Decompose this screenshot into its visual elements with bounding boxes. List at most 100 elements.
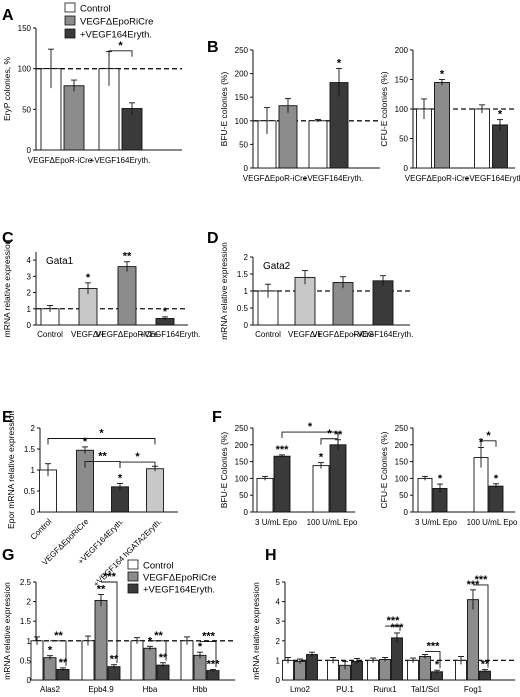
y-tick-label-d-4: 2 — [244, 253, 249, 262]
y-tick-label-d-1: 0.5 — [237, 304, 249, 313]
panel-label-h: H — [265, 547, 277, 564]
x-category-label-h-0: Lmo2 — [290, 685, 311, 694]
x-category-label-h-1: PU.1 — [336, 685, 354, 694]
y-axis-label-b: BFU-E colonies (%) — [219, 72, 229, 147]
y-tick-label-b2-4: 200 — [395, 46, 409, 55]
legendG-label-1: VEGFΔEpoRiCre — [143, 573, 216, 584]
y-tick-label-h-4: 4 — [276, 598, 281, 607]
chart-c: 0 1 2 3 4 mRNA relative expression Gata1 Contro… — [2, 239, 200, 339]
bar-g-11 — [206, 670, 220, 681]
y-tick-label-f-1: 50 — [239, 491, 248, 500]
y-tick-label-e-1: 0.5 — [24, 487, 36, 496]
y-tick-label-f-2: 100 — [235, 474, 249, 483]
bar-d-2 — [332, 282, 354, 326]
significance-mark-f2-2: * — [494, 473, 499, 485]
y-tick-label-a-3: 150 — [18, 24, 32, 33]
significance-mark-g-8: ** — [154, 630, 163, 642]
y-tick-label-g-4: 2 — [27, 598, 32, 607]
x-group-label-f-1: 100 U/mL Epo — [307, 518, 358, 527]
significance-mark-h-6: *** — [475, 574, 489, 586]
y-tick-label-d-0: 0 — [244, 321, 249, 330]
y-tick-label-e-4: 2 — [31, 424, 36, 433]
significance-mark-g-2: ** — [54, 630, 63, 642]
significance-mark-f-3: * — [327, 428, 332, 440]
significance-mark-c-1: ** — [123, 251, 132, 263]
y-tick-label-b2-0: 0 — [404, 164, 409, 173]
x-category-label-c-0: Control — [37, 330, 63, 339]
bar-f-0 — [256, 477, 274, 513]
bar-g-0 — [30, 640, 44, 681]
significance-mark-h-0: *** — [391, 622, 405, 634]
chart-f2: 0 50 100 150 200 250 CFU-E Colonies (%) 3 U/mL … — [379, 424, 518, 527]
y-tick-label-c-2: 2 — [27, 289, 32, 298]
y-tick-label-b-5: 250 — [235, 46, 249, 55]
x-category-label-h-4: Fog1 — [464, 685, 483, 694]
chart-title-c: Gata1 — [46, 256, 74, 267]
bar-e-2 — [111, 486, 129, 513]
y-tick-label-e-2: 1 — [31, 466, 36, 475]
panel-label-e: E — [2, 409, 13, 426]
significance-mark-g-7: ** — [159, 652, 168, 664]
bar-g-7 — [143, 647, 157, 681]
significance-mark-h-5: ** — [481, 659, 490, 671]
significance-mark-h-2: * — [435, 659, 440, 671]
bar-c-2 — [117, 266, 137, 326]
y-tick-label-f-3: 150 — [235, 458, 249, 467]
y-tick-label-b-2: 100 — [235, 117, 249, 126]
significance-bracket-h-1 — [385, 625, 401, 631]
bar-b-2 — [308, 120, 328, 169]
x-group-label-f2-0: 3 U/mL Epo — [415, 518, 457, 527]
bar-g-3 — [81, 640, 95, 681]
x-group-label-a-0: VEGFΔEpoR-iCre — [28, 156, 93, 165]
legendA-label-1: VEGFΔEpoRiCre — [80, 17, 153, 28]
y-tick-label-b-3: 150 — [235, 93, 249, 102]
y-axis-label-b2: CFU-E colonies (%) — [379, 71, 389, 146]
significance-bracket-g-5 — [101, 581, 118, 663]
chart-b2: 0 50 100 150 200 CFU-E colonies (%) VEGFΔEpoR-… — [379, 46, 520, 183]
y-tick-label-f-5: 250 — [235, 424, 249, 433]
significance-bracket-a-0 — [108, 50, 133, 57]
bar-b2-3 — [492, 124, 508, 169]
bar-h-9 — [407, 659, 419, 681]
y-tick-label-d-2: 1 — [244, 287, 249, 296]
y-tick-label-f2-5: 250 — [395, 424, 409, 433]
y-tick-label-f2-4: 200 — [395, 441, 409, 450]
x-category-label-d-0: Control — [255, 330, 281, 339]
significance-mark-g-3: ** — [97, 584, 106, 596]
significance-bracket-h-3 — [425, 651, 441, 669]
bar-a-1 — [63, 85, 85, 151]
y-tick-label-a-1: 50 — [22, 105, 31, 114]
y-tick-label-a-0: 0 — [27, 146, 32, 155]
y-tick-label-f2-0: 0 — [404, 508, 409, 517]
panel-label-a: A — [2, 7, 14, 24]
x-category-label-g-3: Hbb — [193, 685, 208, 694]
y-tick-label-b-4: 200 — [235, 70, 249, 79]
x-group-label-b2-0: VEGFΔEpoR-iCre — [405, 174, 470, 183]
y-axis-label-e: Epor mRNA relative expression — [6, 411, 16, 529]
y-tick-label-c-1: 1 — [27, 305, 32, 314]
significance-bracket-e-4 — [47, 438, 156, 445]
chart-h: 0 1 2 3 4 5 mRNA relative expression Lmo2 PU.1 Ru… — [251, 574, 515, 694]
y-axis-label-f: BFU-E Colonies (%) — [219, 432, 229, 509]
bar-g-10 — [193, 654, 207, 681]
x-category-label-c-3: +VEGF164Eryth. — [140, 330, 201, 339]
x-group-label-b-0: VEGFΔEpoR-iCre — [243, 174, 308, 183]
significance-mark-f-1: * — [319, 452, 324, 464]
panel-label-c: C — [2, 230, 14, 247]
significance-bracket-e-3 — [119, 461, 156, 469]
bar-h-1 — [294, 660, 306, 681]
bar-h-6 — [367, 659, 379, 681]
bar-g-4 — [94, 599, 108, 681]
legendA-swatch-1 — [64, 15, 76, 26]
bar-h-10 — [419, 656, 431, 681]
bar-f2-3 — [488, 485, 504, 513]
y-tick-label-e-3: 1.5 — [24, 445, 36, 454]
legendG-swatch-2 — [127, 583, 139, 594]
x-category-label-d-1: VEGFΔ/+ — [288, 330, 322, 339]
significance-bracket-f-4 — [281, 431, 339, 439]
significance-mark-b-0: * — [337, 57, 342, 69]
bar-b2-1 — [434, 81, 450, 169]
significance-mark-b2-1: * — [498, 109, 503, 121]
bar-h-7 — [379, 658, 391, 681]
